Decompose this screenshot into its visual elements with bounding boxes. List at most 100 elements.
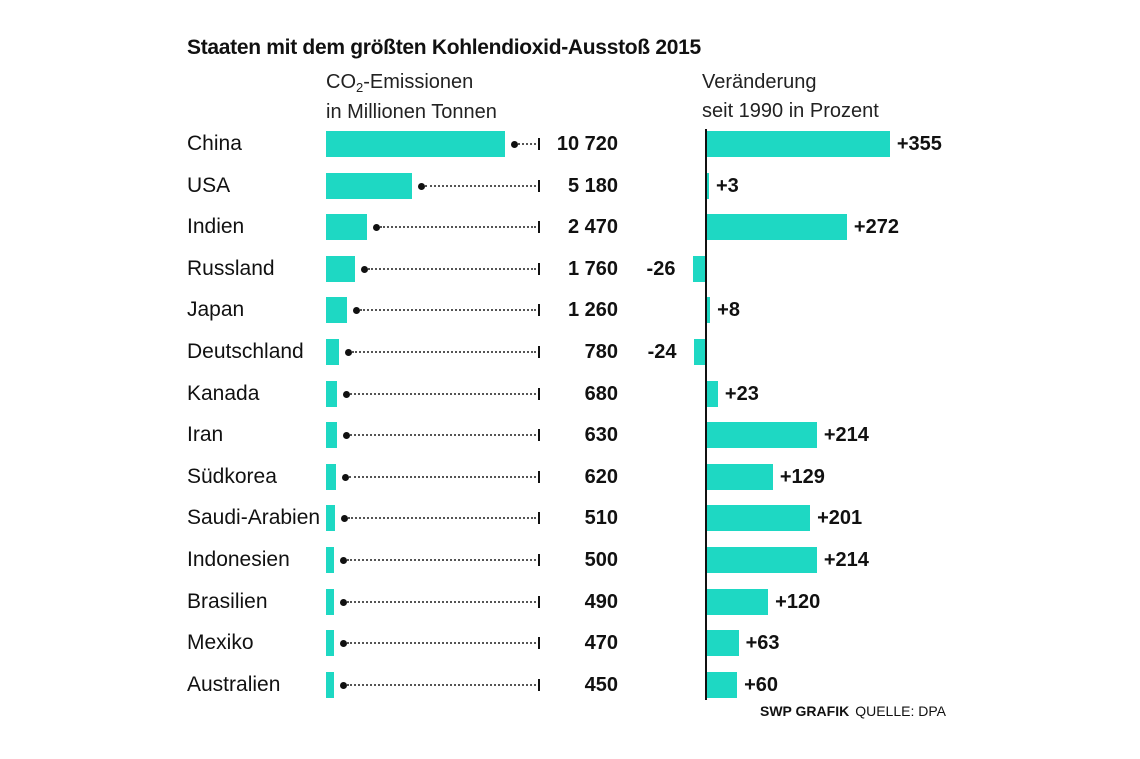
leader-line	[346, 642, 536, 645]
emissions-value: 680	[584, 382, 618, 405]
country-label: Indien	[187, 215, 245, 239]
change-value: +60	[744, 673, 779, 696]
country-label: Russland	[187, 256, 275, 280]
country-label: Australien	[187, 672, 281, 696]
leader-tick	[538, 304, 540, 317]
source-brand: SWP GRAFIK	[760, 703, 850, 719]
country-label: Südkorea	[187, 464, 277, 488]
emissions-value: 1 760	[567, 257, 618, 280]
emissions-value: 620	[584, 465, 618, 488]
leader-line	[349, 475, 536, 478]
emissions-value: 470	[584, 632, 618, 655]
emissions-bar	[326, 380, 338, 407]
change-bar	[706, 463, 773, 490]
change-value: +120	[775, 590, 821, 613]
emissions-value: 10 720	[556, 133, 618, 155]
change-bar	[706, 422, 817, 449]
leader-dot	[342, 432, 350, 440]
leader-dot	[345, 349, 353, 356]
leader-tick	[538, 637, 540, 650]
leader-line	[346, 683, 536, 686]
leader-tick	[538, 138, 540, 150]
change-bar	[692, 255, 706, 282]
change-bar	[706, 547, 817, 573]
emissions-bar	[326, 172, 413, 199]
leader-line	[380, 226, 536, 229]
leader-line	[350, 392, 536, 395]
chart-title: Staaten mit dem größten Kohlendioxid-Aus…	[187, 36, 701, 59]
leader-dot	[373, 224, 381, 232]
leader-dot	[353, 307, 361, 315]
emissions-value: 1 260	[567, 299, 618, 322]
change-bar	[706, 214, 847, 241]
change-value: +129	[779, 465, 825, 488]
change-bar	[693, 339, 706, 365]
change-bar	[706, 630, 739, 657]
change-value: -26	[646, 257, 676, 280]
leader-dot	[361, 265, 369, 273]
country-label: Japan	[187, 298, 245, 322]
change-value: +214	[823, 424, 869, 447]
leader-line	[352, 351, 536, 353]
emissions-bar	[326, 131, 505, 157]
emissions-value: 490	[584, 590, 618, 613]
emissions-value: 780	[584, 341, 618, 363]
emissions-bar	[326, 339, 340, 365]
leader-dot	[340, 598, 348, 606]
country-label: Iran	[187, 423, 224, 447]
leader-dot	[339, 640, 347, 648]
leader-tick	[538, 429, 540, 442]
change-bar	[706, 505, 811, 532]
change-value: +272	[853, 216, 899, 239]
leader-tick	[538, 387, 540, 400]
leader-dot	[340, 515, 348, 523]
emissions-bar	[326, 297, 348, 324]
emissions-value: 2 470	[567, 216, 618, 239]
country-label: Saudi-Arabien	[187, 506, 321, 530]
change-bar	[706, 131, 890, 157]
emissions-bar	[326, 671, 334, 698]
country-label: Mexiko	[187, 631, 254, 655]
leader-dot	[511, 141, 518, 148]
leader-dot	[340, 557, 348, 564]
leader-dot	[342, 473, 350, 481]
leader-tick	[538, 179, 540, 192]
country-label: Brasilien	[187, 589, 268, 613]
emissions-value: 510	[584, 507, 618, 530]
emissions-value: 630	[584, 424, 618, 447]
country-label: Indonesien	[187, 548, 290, 571]
emissions-bar	[326, 463, 337, 490]
leader-line	[347, 517, 536, 520]
leader-dot	[343, 390, 351, 398]
change-value: +3	[716, 174, 739, 197]
change-bar	[706, 380, 718, 407]
emissions-value: 5 180	[567, 174, 618, 197]
change-value: +8	[717, 299, 740, 322]
leader-line	[347, 559, 536, 561]
leader-tick	[538, 262, 540, 275]
leader-line	[368, 267, 536, 270]
leader-line	[425, 184, 536, 187]
change-bar	[706, 297, 711, 324]
leader-line	[347, 600, 536, 603]
source-note: SWP GRAFIK QUELLE: DPA	[760, 703, 946, 719]
leader-dot	[418, 182, 426, 190]
emissions-bar	[326, 214, 368, 241]
leader-line	[518, 143, 536, 145]
leader-tick	[538, 346, 540, 358]
change-bar	[706, 588, 769, 615]
emissions-value: 500	[584, 549, 618, 571]
change-value: -24	[647, 341, 677, 363]
change-bar	[706, 172, 709, 199]
change-bar	[706, 671, 738, 698]
emissions-bar	[326, 547, 335, 573]
leader-tick	[538, 554, 540, 566]
leader-tick	[538, 595, 540, 608]
country-label: Deutschland	[187, 340, 304, 363]
country-label: China	[187, 132, 242, 155]
change-value: +23	[724, 382, 759, 405]
leader-tick	[538, 678, 540, 691]
emissions-value: 450	[584, 673, 618, 696]
change-column-header: Veränderung seit 1990 in Prozent	[702, 71, 879, 122]
change-value: +355	[896, 133, 942, 155]
